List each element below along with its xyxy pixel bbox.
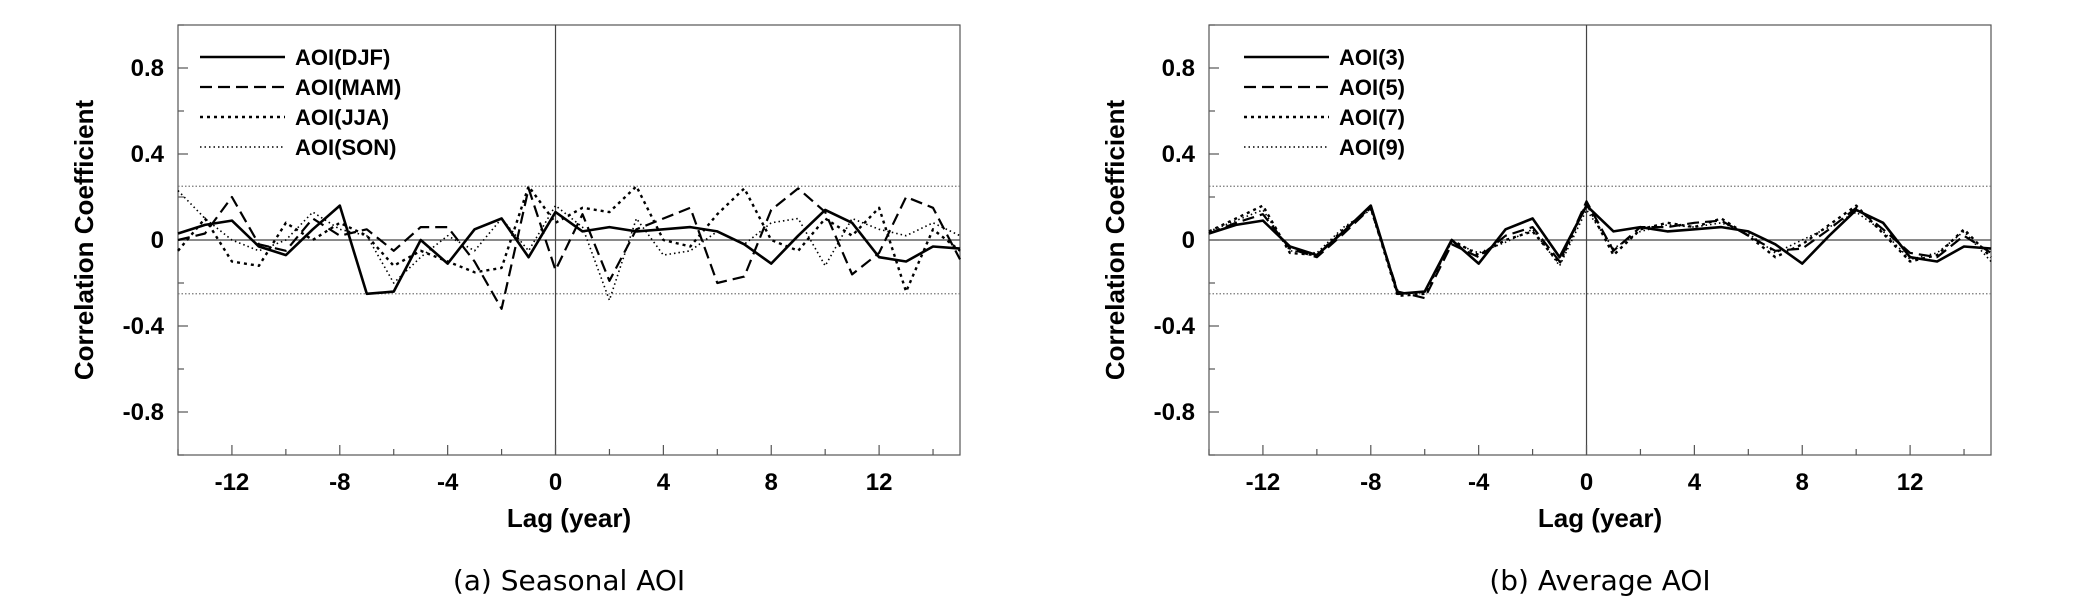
y-tick-label: 0.4 (1162, 141, 1196, 168)
legend-label: AOI(9) (1339, 135, 1405, 160)
series-line-aoi-9 (1208, 209, 1992, 295)
y-tick-label: 0.8 (131, 55, 164, 82)
y-tick-label: 0 (151, 227, 164, 254)
x-tick-label: 12 (866, 469, 893, 496)
x-axis-label: Lag (year) (1538, 503, 1662, 533)
x-tick-label: 8 (1796, 469, 1809, 496)
x-tick-label: -8 (1360, 469, 1381, 496)
panel-seasonal-aoi: 0.8 0.4 0 -0.4 -0.8 -12 -8 -4 0 4 8 12 Lag (year) Cor… (69, 24, 961, 597)
y-tick-label: 0.4 (131, 141, 165, 168)
legend-label: AOI(MAM) (295, 75, 401, 100)
x-tick-label: 0 (1580, 469, 1593, 496)
panel-caption: (a) Seasonal AOI (453, 564, 685, 597)
series-line-aoi-son (177, 190, 961, 302)
x-tick-label: -12 (1246, 469, 1281, 496)
x-axis-label: Lag (year) (507, 503, 631, 533)
legend-label: AOI(DJF) (295, 45, 390, 70)
legend-label: AOI(5) (1339, 75, 1405, 100)
series-line-aoi-djf (177, 204, 961, 296)
legend-label: AOI(3) (1339, 45, 1405, 70)
series-line-aoi-7 (1208, 202, 1992, 298)
y-tick-label: -0.8 (1154, 399, 1195, 426)
x-tick-label: -8 (329, 469, 350, 496)
y-tick-label: 0.8 (1162, 55, 1195, 82)
x-tick-label: 4 (1688, 469, 1702, 496)
x-tick-label: -12 (215, 469, 250, 496)
x-tick-label: -4 (437, 469, 459, 496)
x-tick-label: -4 (1468, 469, 1490, 496)
y-axis-label: Correlation Coefficient (1100, 100, 1130, 381)
y-tick-label: 0 (1182, 227, 1195, 254)
series-line-aoi-3 (1208, 204, 1992, 296)
x-tick-label: 0 (549, 469, 562, 496)
x-tick-label: 8 (765, 469, 778, 496)
legend-label: AOI(SON) (295, 135, 396, 160)
y-tick-label: -0.4 (123, 313, 165, 340)
panel-average-aoi: 0.8 0.4 0 -0.4 -0.8 -12 -8 -4 0 4 8 12 Lag (year) Cor… (1100, 24, 1992, 597)
panel-caption: (b) Average AOI (1489, 564, 1710, 597)
x-tick-label: 4 (657, 469, 671, 496)
y-tick-label: -0.4 (1154, 313, 1196, 340)
y-tick-label: -0.8 (123, 399, 164, 426)
x-tick-label: 12 (1897, 469, 1924, 496)
series-line-aoi-5 (1208, 200, 1992, 300)
series-line-aoi-mam (177, 187, 961, 310)
series-line-aoi-jja (177, 185, 961, 293)
legend-label: AOI(7) (1339, 105, 1405, 130)
y-axis-label: Correlation Coefficient (69, 100, 99, 381)
legend-label: AOI(JJA) (295, 105, 389, 130)
